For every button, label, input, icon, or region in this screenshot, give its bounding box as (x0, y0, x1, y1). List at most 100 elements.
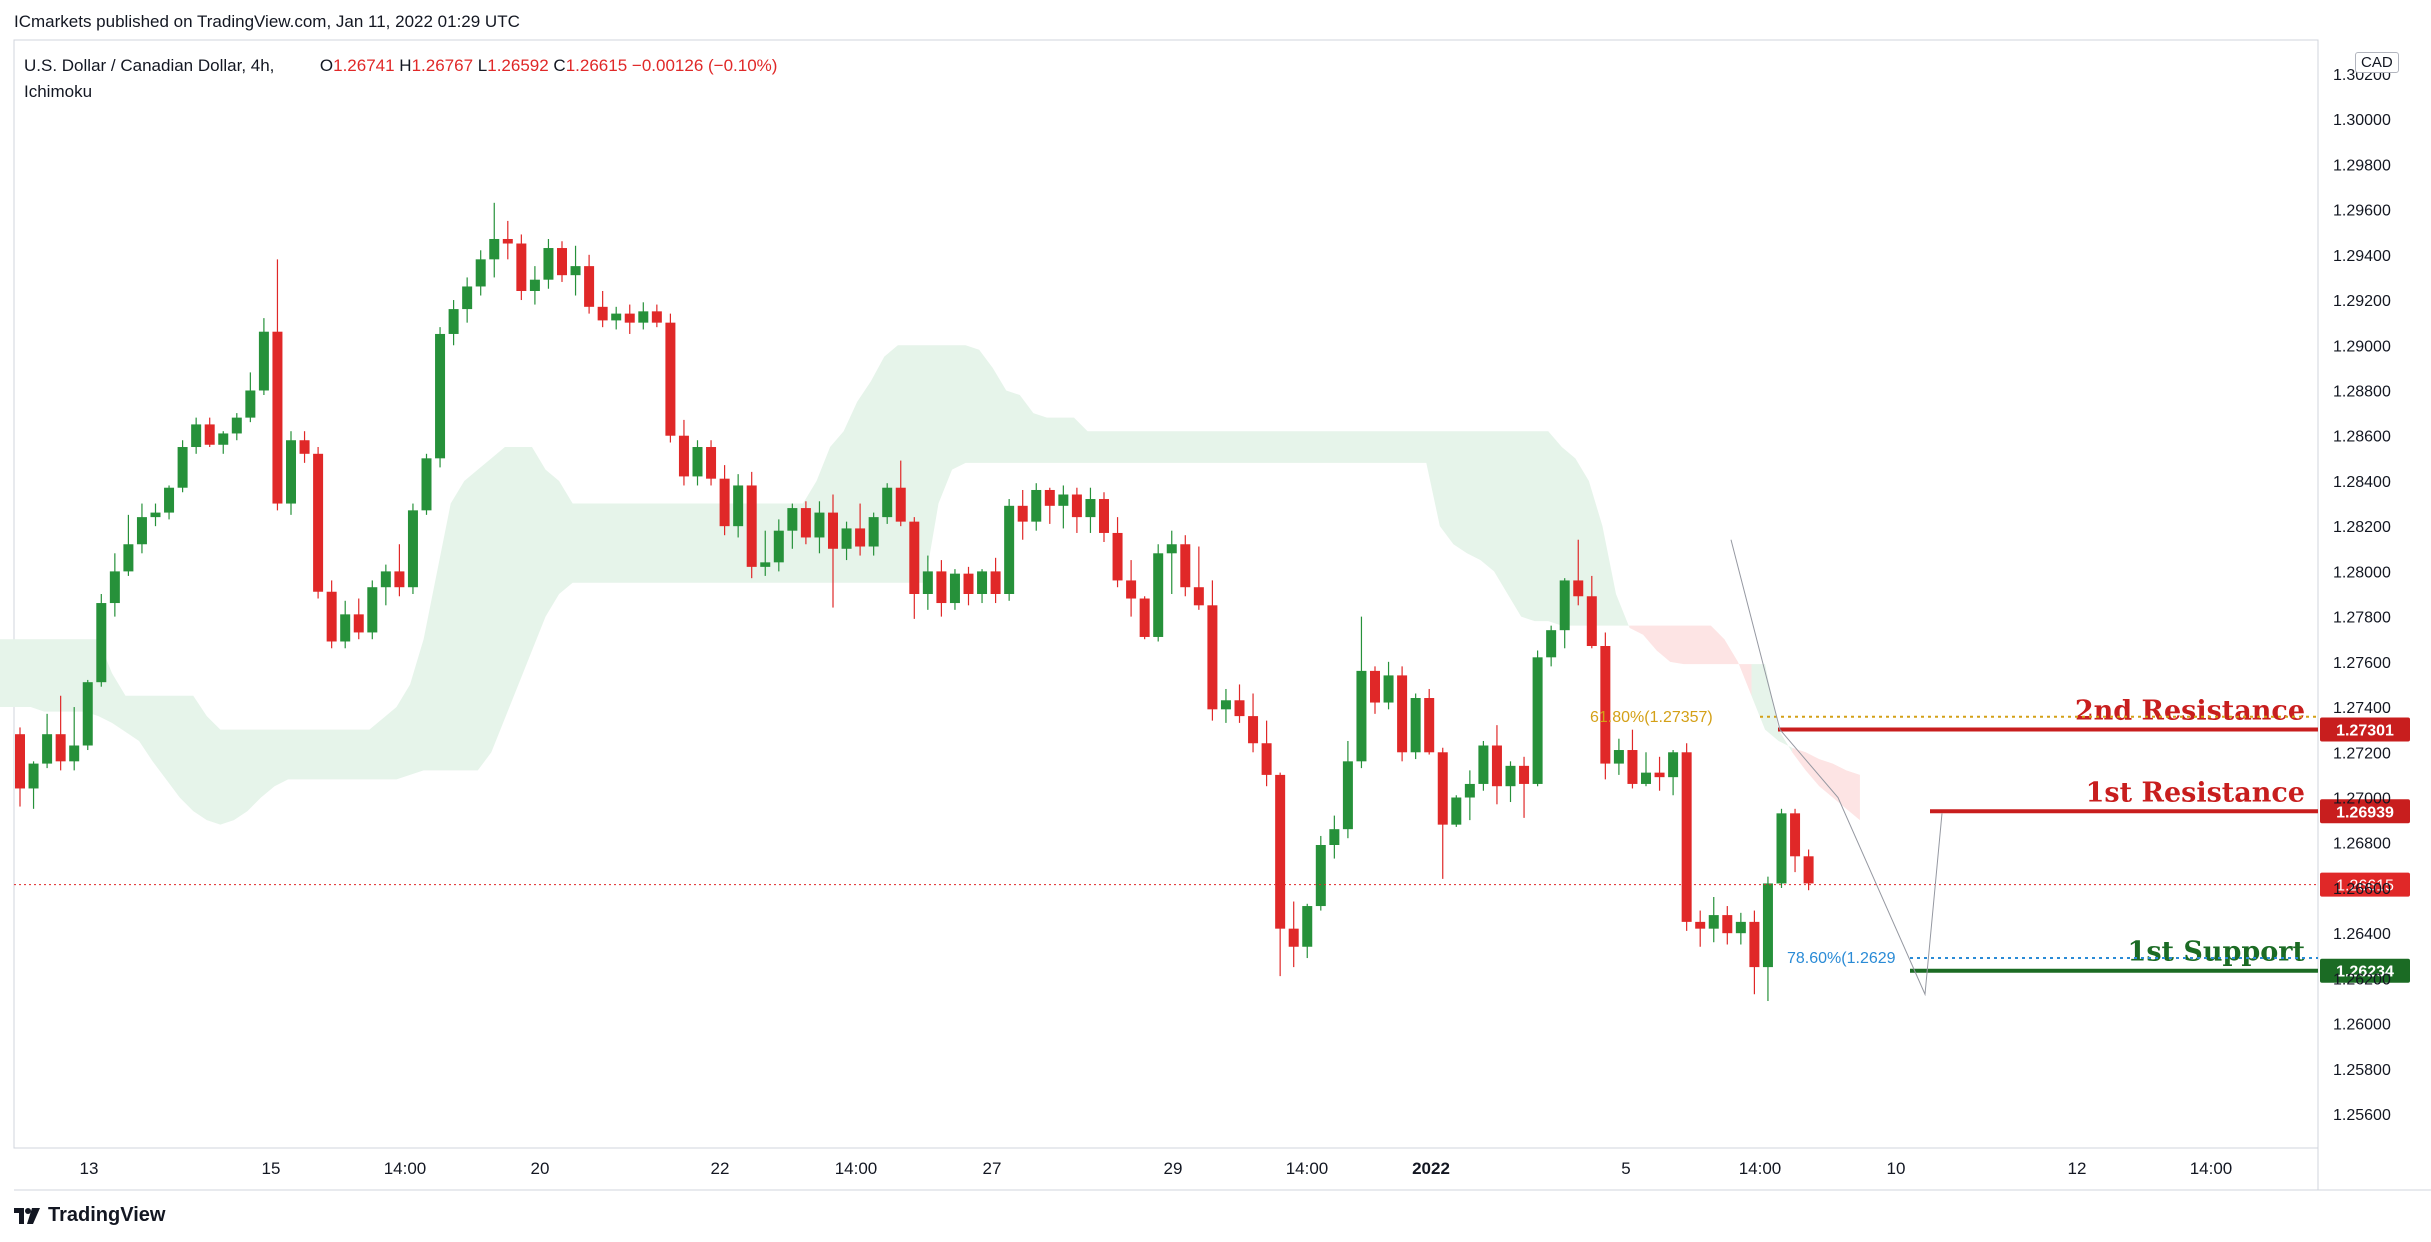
candle-body (15, 734, 25, 789)
candle-body (1600, 646, 1611, 764)
cloud-bullish-segment (1751, 664, 1793, 753)
level-title-0: 2nd Resistance (2075, 695, 2305, 726)
candle-body (1220, 700, 1231, 710)
candle-body (1451, 797, 1462, 825)
candle-body (1695, 921, 1706, 929)
currency-badge[interactable]: CAD (2355, 52, 2399, 73)
candle-body (1559, 580, 1570, 631)
price-tick-label: 1.30000 (2333, 112, 2391, 129)
candle-body (882, 487, 893, 518)
candle-body (1532, 657, 1543, 784)
time-tick-label: 14:00 (1739, 1159, 1782, 1178)
candle-body (963, 573, 974, 594)
price-tick-label: 1.28800 (2333, 383, 2391, 400)
candle-body (1180, 544, 1191, 588)
cloud-bearish-segment (1629, 625, 1752, 696)
candle-body (1790, 813, 1801, 857)
candle-body (624, 313, 635, 323)
candle-body (1207, 605, 1218, 710)
candle-body (1573, 580, 1584, 597)
candle-body (773, 530, 784, 563)
candle-body (1762, 883, 1773, 968)
candle-body (353, 614, 364, 633)
candle-body (1505, 765, 1516, 787)
candle-body (1058, 494, 1069, 506)
price-tick-label: 1.26600 (2333, 881, 2391, 898)
candle-body (977, 571, 988, 594)
time-tick-label: 5 (1621, 1159, 1630, 1178)
candle-body (1708, 915, 1719, 929)
candle-body (1410, 698, 1421, 753)
candle-body (1166, 544, 1177, 554)
candle-body (218, 433, 229, 445)
price-tick-label: 1.27200 (2333, 745, 2391, 762)
candle-body (191, 424, 202, 448)
candle-body (1668, 752, 1679, 778)
candle-body (1681, 752, 1692, 922)
ohlc-open-label: O (319, 56, 334, 75)
candle-body (489, 238, 500, 260)
candle-body (746, 485, 757, 567)
candle-body (1342, 761, 1353, 830)
candle-body (557, 248, 567, 276)
tradingview-logo[interactable]: TradingView (14, 1204, 165, 1227)
candle-body (435, 333, 446, 459)
candle-body (828, 512, 838, 549)
candle-body (231, 417, 242, 434)
level-lines: 2nd Resistance 1.27301 1st Resistance 1.269… (14, 539, 2410, 997)
candle-body (651, 311, 662, 323)
candle-body (42, 734, 53, 764)
ohlc-high: 1.26767 (411, 56, 474, 75)
candle-body (367, 587, 378, 633)
ohlc-close-label: C (553, 56, 566, 75)
candle-body (1356, 670, 1367, 762)
current-price-label: 1.26615 (2336, 878, 2394, 895)
tradingview-logo-icon (14, 1207, 40, 1224)
level-title-1: 1st Resistance (2086, 777, 2305, 808)
price-tick-label: 1.26200 (2333, 971, 2391, 988)
fib-label-1: 78.60%(1.2629 (1787, 950, 1896, 967)
candle-body (719, 478, 730, 527)
candle-body (1004, 505, 1015, 594)
candle-body (1464, 783, 1475, 798)
candle-body (204, 424, 215, 445)
candle-body (1803, 856, 1814, 884)
candlesticks (15, 202, 1814, 1002)
candle-body (109, 571, 120, 604)
symbol-name: U.S. Dollar / Canadian Dollar, 4h, (24, 56, 275, 75)
candle-body (380, 571, 391, 588)
price-tick-label: 1.28000 (2333, 564, 2391, 581)
candle-body (407, 510, 418, 588)
ohlc-high-label: H (399, 56, 412, 75)
candle-body (949, 573, 960, 604)
candle-body (326, 591, 337, 642)
price-tick-label: 1.26400 (2333, 926, 2391, 943)
candle-body (1776, 813, 1787, 884)
candle-body (55, 734, 66, 762)
candle-body (1749, 921, 1760, 968)
candle-body (936, 571, 947, 604)
ohlc-low: 1.26592 (487, 56, 549, 75)
candle-body (1031, 489, 1042, 522)
time-tick-label: 14:00 (2190, 1159, 2233, 1178)
plot-area (13, 39, 2319, 1149)
candle-body (1315, 844, 1326, 907)
candle-body (706, 447, 717, 479)
candle-body (597, 306, 608, 321)
candle-body (1234, 700, 1245, 717)
time-tick-label: 22 (711, 1159, 730, 1178)
candle-body (1722, 915, 1733, 934)
candle-body (760, 562, 771, 567)
candle-body (855, 528, 866, 547)
candle-body (1126, 580, 1137, 599)
candle-body (502, 238, 513, 244)
candle-body (1153, 553, 1164, 637)
candle-body (258, 331, 269, 391)
level-price-label-1: 1.26939 (2336, 804, 2394, 821)
symbol-legend: U.S. Dollar / Canadian Dollar, 4h, O 1.26… (24, 53, 777, 105)
candle-body (96, 603, 107, 683)
candle-body (1627, 750, 1638, 784)
level-price-tag-2 (2320, 958, 2410, 983)
candle-body (584, 266, 595, 307)
